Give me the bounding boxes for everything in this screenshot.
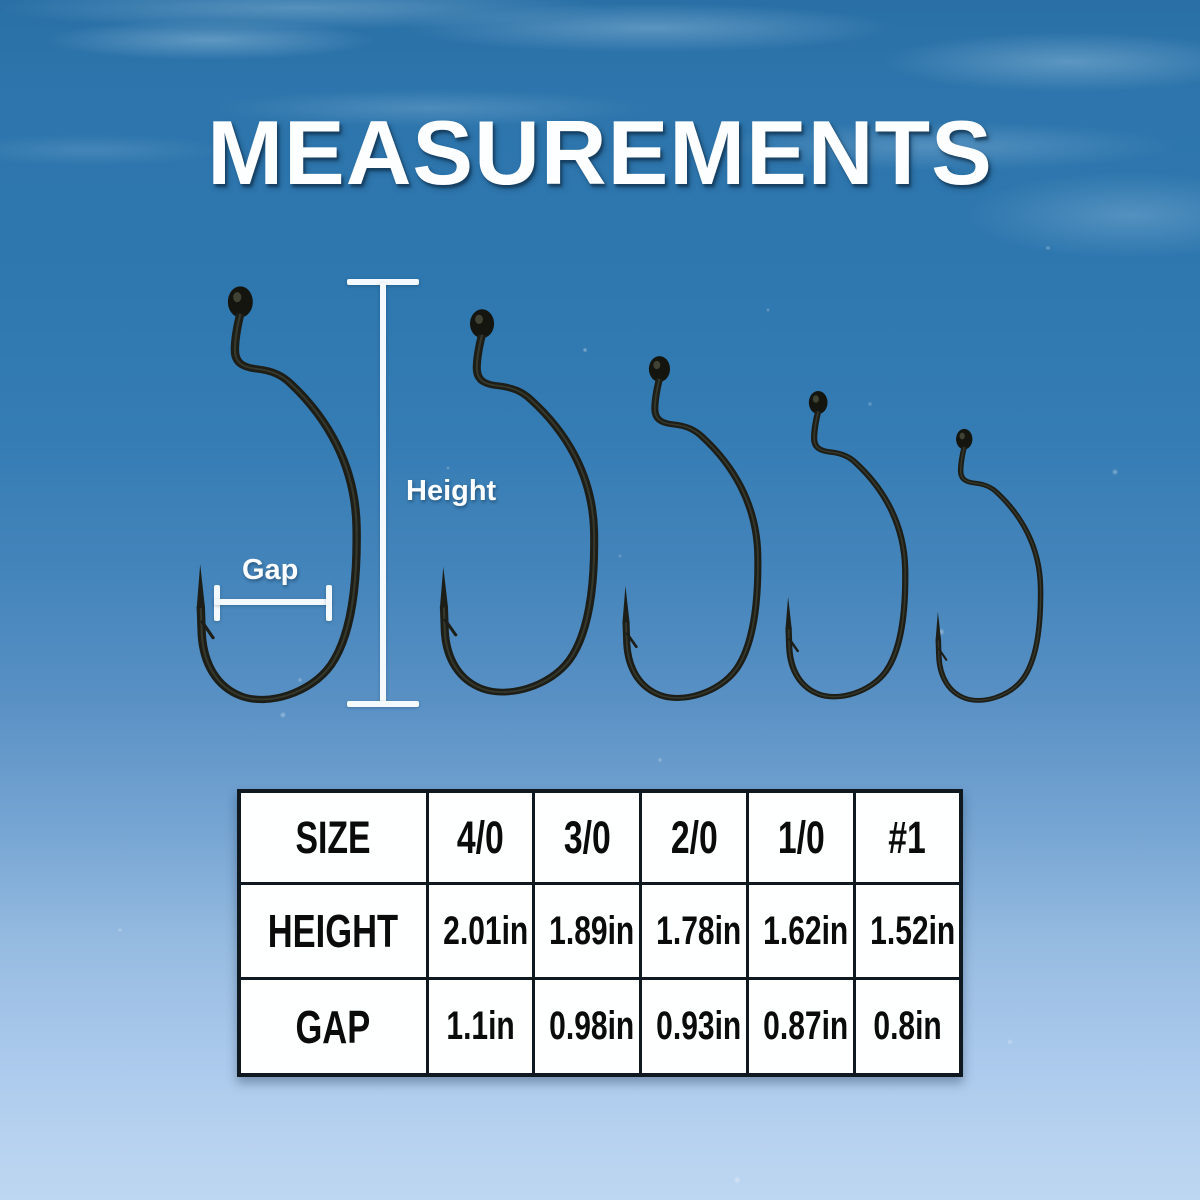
gap-label: Gap — [242, 554, 299, 586]
fishing-hook-2-0 — [605, 355, 770, 705]
gap-value-number1: 0.8in — [852, 977, 963, 1077]
fishing-hook-4-0 — [176, 285, 371, 708]
height-value-2-0: 1.78in — [639, 882, 749, 981]
measurements-table: SIZE 4/0 3/0 2/0 1/0 #1 HEIGHT 2.01in 1.… — [237, 789, 963, 1077]
height-value-number1: 1.52in — [852, 882, 963, 981]
height-value-1-0: 1.62in — [745, 882, 856, 981]
size-header-cell: SIZE — [237, 789, 429, 886]
table-header-row: SIZE 4/0 3/0 2/0 1/0 #1 — [237, 789, 963, 886]
gap-value-3-0: 0.98in — [532, 977, 643, 1077]
table-height-row: HEIGHT 2.01in 1.89in 1.78in 1.62in 1.52i… — [237, 882, 963, 981]
gap-measure-line — [214, 599, 332, 605]
fishing-hook-number1 — [922, 428, 1050, 706]
gap-row-label: GAP — [237, 977, 429, 1077]
height-value-4-0: 2.01in — [425, 882, 536, 981]
height-row-label: HEIGHT — [237, 882, 429, 981]
gap-line-right-tick — [326, 585, 332, 621]
size-2-0-cell: 2/0 — [639, 789, 749, 886]
size-3-0-cell: 3/0 — [532, 789, 643, 886]
size-4-0-cell: 4/0 — [425, 789, 536, 886]
gap-value-2-0: 0.93in — [639, 977, 749, 1077]
height-line-bottom-cap — [347, 701, 419, 707]
height-measure-line — [380, 283, 386, 704]
gap-value-4-0: 1.1in — [425, 977, 536, 1077]
size-1-0-cell: 1/0 — [745, 789, 856, 886]
height-label: Height — [406, 475, 497, 507]
table-gap-row: GAP 1.1in 0.98in 0.93in 0.87in 0.8in — [237, 977, 963, 1077]
page-title: MEASUREMENTS — [207, 103, 993, 204]
height-value-3-0: 1.89in — [532, 882, 643, 981]
gap-value-1-0: 0.87in — [745, 977, 856, 1077]
size-number1-cell: #1 — [852, 789, 963, 886]
fishing-hook-1-0 — [770, 390, 916, 703]
height-line-top-cap — [347, 279, 419, 285]
